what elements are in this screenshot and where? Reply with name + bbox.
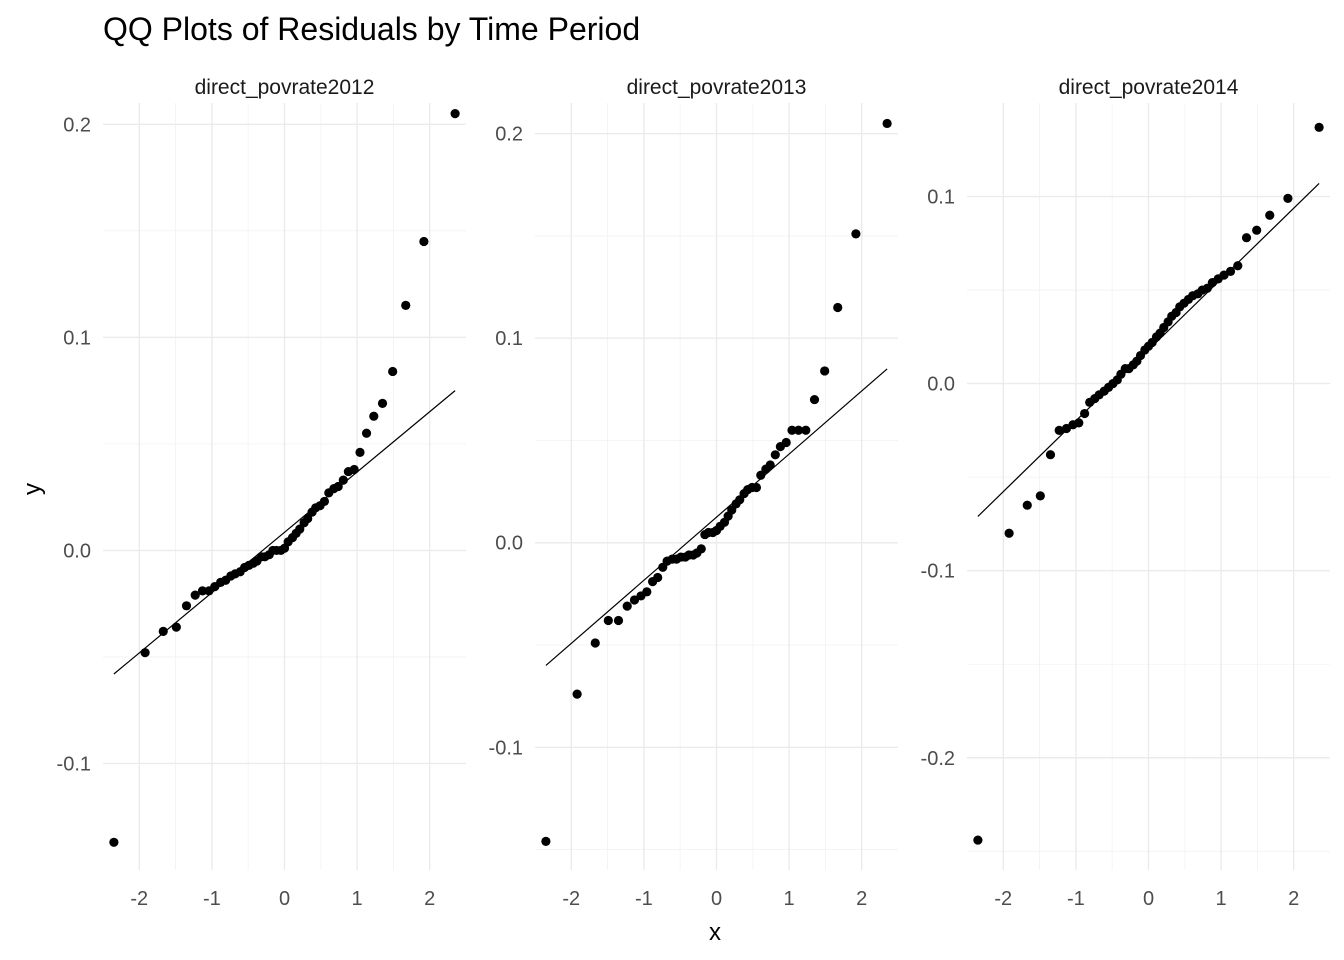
qq-point bbox=[319, 496, 330, 507]
facet-panel: direct_povrate2013 -2 -1 0 1 2 -0.1 0.0 0.1 0.2 bbox=[489, 76, 898, 910]
qq-point bbox=[653, 572, 663, 583]
qq-point bbox=[833, 302, 843, 313]
qq-point bbox=[401, 300, 411, 311]
qq-point bbox=[1314, 122, 1324, 132]
qq-point bbox=[109, 837, 119, 847]
qq-point bbox=[696, 544, 706, 554]
qq-point bbox=[756, 470, 766, 480]
facet-strip-label: direct_povrate2013 bbox=[627, 76, 807, 99]
qq-reference-line bbox=[545, 368, 888, 666]
qq-point bbox=[765, 460, 775, 470]
y-tick-label: 0.1 bbox=[927, 187, 955, 209]
x-tick-label: -2 bbox=[130, 888, 148, 910]
qq-point bbox=[140, 648, 150, 658]
qq-point bbox=[572, 689, 582, 699]
qq-reference-line bbox=[113, 390, 456, 675]
qq-point bbox=[751, 482, 762, 493]
qq-point bbox=[377, 398, 388, 409]
qq-point bbox=[1045, 450, 1056, 460]
qq-point bbox=[1225, 266, 1236, 276]
facet-strip-label: direct_povrate2014 bbox=[1059, 76, 1239, 99]
qq-point bbox=[369, 411, 379, 421]
qq-point bbox=[787, 425, 797, 435]
qq-point bbox=[1265, 210, 1275, 220]
qq-point bbox=[1035, 491, 1045, 501]
qq-point bbox=[541, 836, 551, 846]
facet-panel: direct_povrate2014 -2 -1 0 1 2 -0.2 -0.1 0.0 0.1 bbox=[921, 76, 1330, 910]
x-tick-label: 1 bbox=[784, 888, 795, 910]
qq-point bbox=[158, 626, 168, 636]
qq-point bbox=[603, 615, 613, 626]
y-tick-label: 0.1 bbox=[63, 327, 91, 349]
qq-point bbox=[171, 622, 181, 632]
y-tick-label: 0.0 bbox=[63, 540, 91, 562]
y-tick-label: -0.1 bbox=[921, 561, 955, 583]
x-tick-label: -2 bbox=[994, 888, 1012, 910]
y-tick-label: 0.0 bbox=[495, 533, 523, 555]
facet-panel: direct_povrate2012 -2 -1 0 1 2 -0.1 0.0 0.1 0.2 bbox=[57, 76, 466, 910]
y-tick-label: 0.2 bbox=[495, 124, 523, 146]
x-tick-label: 2 bbox=[856, 888, 867, 910]
qq-point bbox=[851, 229, 861, 239]
x-tick-label: -1 bbox=[635, 888, 653, 910]
qq-point bbox=[190, 590, 200, 600]
x-axis-title: x bbox=[709, 919, 721, 946]
x-tick-label: -1 bbox=[203, 888, 221, 910]
qq-point bbox=[809, 394, 820, 405]
qq-point bbox=[1233, 261, 1243, 271]
qq-point bbox=[450, 109, 460, 119]
qq-point bbox=[1283, 193, 1293, 204]
qq-point bbox=[770, 450, 780, 460]
qq-point bbox=[1004, 528, 1014, 538]
x-tick-label: 2 bbox=[1288, 888, 1299, 910]
y-axis-title: y bbox=[19, 483, 46, 495]
facet-panels: direct_povrate2012-2 -1 0 1 2-0.10.00.10.2di… bbox=[57, 76, 1330, 910]
qq-point bbox=[349, 464, 359, 475]
qq-point bbox=[333, 481, 343, 492]
qq-point bbox=[388, 366, 398, 377]
x-tick-label: -2 bbox=[562, 888, 580, 910]
y-tick-label: -0.1 bbox=[489, 737, 523, 759]
qq-point bbox=[793, 425, 804, 435]
qq-point bbox=[801, 425, 811, 435]
qq-point bbox=[622, 601, 632, 611]
qq-point bbox=[973, 835, 983, 845]
y-tick-label: -0.1 bbox=[57, 753, 91, 775]
qq-point bbox=[361, 428, 372, 438]
qq-point bbox=[1074, 418, 1084, 428]
x-tick-label: 0 bbox=[711, 888, 722, 910]
y-tick-label: 0.0 bbox=[927, 374, 955, 396]
qq-point bbox=[197, 586, 208, 596]
qq-point bbox=[338, 475, 348, 485]
qq-point bbox=[820, 366, 830, 376]
qq-point bbox=[1054, 425, 1064, 435]
x-tick-label: 0 bbox=[279, 888, 290, 910]
y-tick-label: 0.2 bbox=[63, 114, 91, 136]
qq-point bbox=[1252, 225, 1262, 235]
x-tick-label: 0 bbox=[1143, 888, 1154, 910]
y-tick-label: -0.2 bbox=[921, 748, 955, 770]
qq-point bbox=[181, 601, 192, 611]
qq-point bbox=[419, 236, 429, 247]
qq-point bbox=[882, 118, 892, 129]
qq-point bbox=[1022, 500, 1032, 510]
facet-strip-label: direct_povrate2012 bbox=[195, 76, 375, 99]
qq-point bbox=[613, 615, 624, 626]
chart-title: QQ Plots of Residuals by Time Period bbox=[103, 11, 640, 47]
qq-point bbox=[781, 437, 791, 448]
x-tick-label: 1 bbox=[1216, 888, 1227, 910]
x-tick-label: 2 bbox=[424, 888, 435, 910]
y-tick-label: 0.1 bbox=[495, 328, 523, 350]
x-tick-label: -1 bbox=[1067, 888, 1085, 910]
qq-point bbox=[1241, 233, 1252, 243]
qq-point bbox=[590, 638, 600, 648]
x-tick-label: 1 bbox=[352, 888, 363, 910]
qq-point bbox=[1080, 408, 1090, 419]
qq-point bbox=[642, 587, 652, 597]
qq-point bbox=[355, 447, 365, 458]
